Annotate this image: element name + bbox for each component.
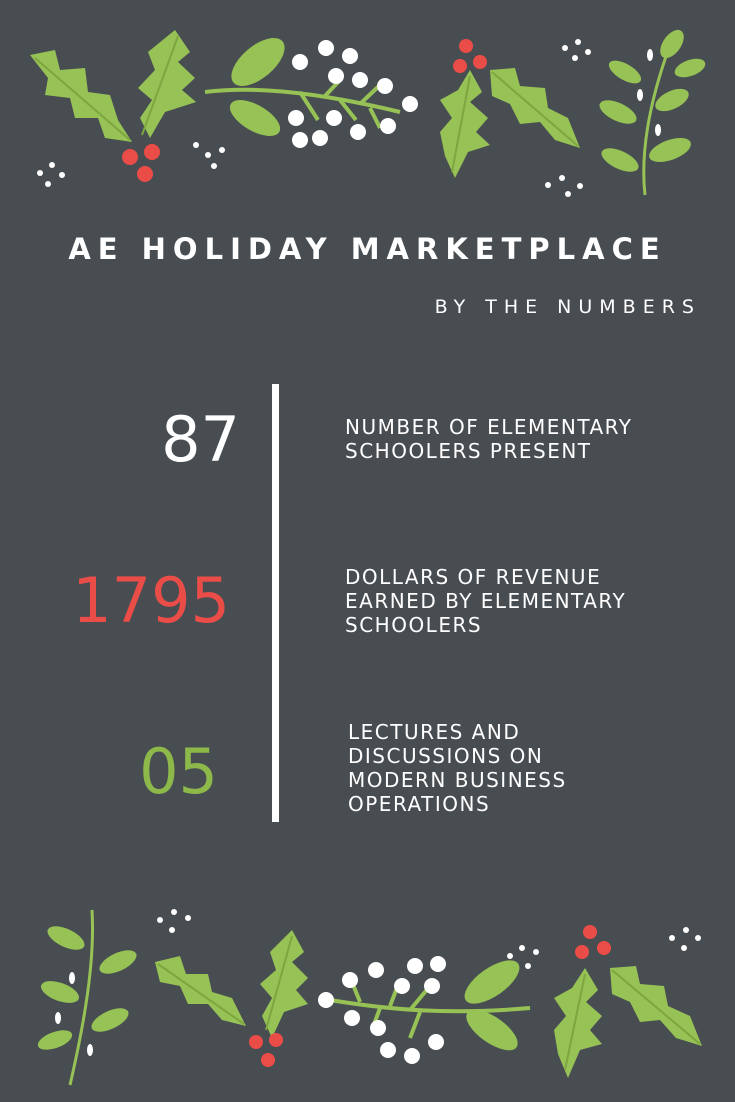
white-dots-icon xyxy=(545,39,591,197)
red-berries-icon xyxy=(249,1033,283,1067)
page-subtitle: BY THE NUMBERS xyxy=(434,296,701,318)
mistletoe-icon xyxy=(329,960,531,1051)
vertical-divider xyxy=(272,384,279,822)
red-berries-icon xyxy=(122,144,160,182)
stat-description-line: EARNED BY ELEMENTARY xyxy=(345,589,627,613)
holly-leaf-icon xyxy=(30,30,196,142)
stat-description-line: SCHOOLERS xyxy=(345,613,483,637)
stat-description-students: NUMBER OF ELEMENTARY SCHOOLERS PRESENT xyxy=(345,415,715,463)
holly-leaf-icon xyxy=(440,68,580,178)
stat-description-line: SCHOOLERS PRESENT xyxy=(345,439,592,463)
holly-leaf-icon xyxy=(155,930,308,1038)
bottom-holly-decoration xyxy=(37,909,702,1086)
stat-value-revenue: 1795 xyxy=(72,564,230,637)
page-title: AE HOLIDAY MARKETPLACE xyxy=(68,232,667,266)
stat-description-line: MODERN BUSINESS xyxy=(348,768,567,792)
mistletoe-icon xyxy=(204,38,401,136)
holly-leaf-icon xyxy=(554,966,702,1078)
leaf-sprig-icon xyxy=(37,909,137,1086)
top-holly-decoration xyxy=(30,29,706,197)
stat-description-line: DOLLARS OF REVENUE xyxy=(345,565,602,589)
stat-description-line: LECTURES AND xyxy=(348,720,521,744)
white-dots-icon xyxy=(37,142,225,187)
stat-description-lectures: LECTURES AND DISCUSSIONS ON MODERN BUSIN… xyxy=(348,720,718,816)
stat-description-revenue: DOLLARS OF REVENUE EARNED BY ELEMENTARY … xyxy=(345,565,715,637)
white-dots-icon xyxy=(157,909,701,969)
white-berries-icon xyxy=(288,40,418,148)
leaf-sprig-icon xyxy=(599,29,706,196)
stat-description-line: NUMBER OF ELEMENTARY xyxy=(345,415,633,439)
white-berries-icon xyxy=(318,956,446,1064)
stat-value-students: 87 xyxy=(161,403,240,476)
stat-description-line: DISCUSSIONS ON xyxy=(348,744,544,768)
red-berries-icon xyxy=(453,39,487,73)
stat-value-lectures: 05 xyxy=(139,735,218,808)
red-berries-icon xyxy=(575,925,611,959)
stat-description-line: OPERATIONS xyxy=(348,792,491,816)
